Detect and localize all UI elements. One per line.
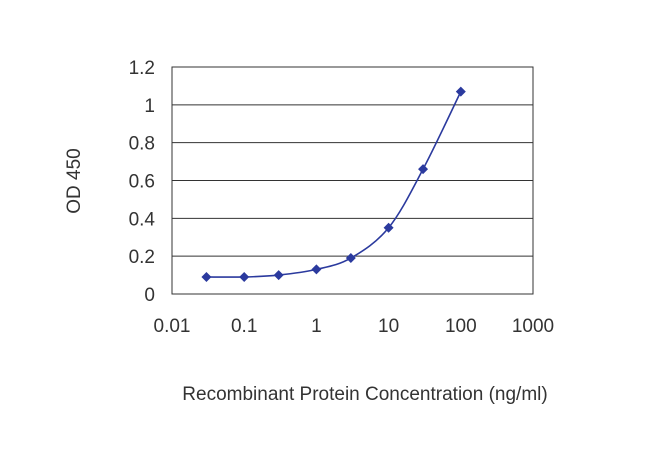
data-point-marker — [201, 271, 212, 282]
data-point-marker — [311, 264, 322, 275]
data-point-marker — [455, 86, 466, 97]
y-tick-label: 1 — [144, 96, 155, 117]
y-axis-ticks: 0 0.2 0.4 0.6 0.8 1 1.2 — [129, 58, 156, 306]
data-point-marker — [383, 222, 394, 233]
x-tick-label: 100 — [445, 316, 477, 337]
y-tick-label: 0.2 — [129, 247, 155, 268]
x-tick-label: 0.01 — [154, 316, 191, 337]
x-tick-label: 0.1 — [231, 316, 257, 337]
x-axis-label: Recombinant Protein Concentration (ng/ml… — [182, 384, 547, 405]
x-tick-label: 1 — [311, 316, 322, 337]
y-tick-label: 1.2 — [129, 58, 155, 79]
data-point-marker — [345, 253, 356, 264]
y-tick-label: 0 — [144, 285, 155, 306]
series-layer — [201, 86, 466, 282]
y-tick-label: 0.8 — [129, 134, 155, 155]
data-point-marker — [273, 270, 284, 281]
y-tick-label: 0.4 — [129, 209, 156, 230]
x-tick-label: 1000 — [512, 316, 554, 337]
x-tick-label: 10 — [378, 316, 399, 337]
y-tick-label: 0.6 — [129, 172, 155, 193]
data-point-marker — [418, 164, 429, 175]
x-axis-ticks: 0.01 0.1 1 10 100 1000 — [154, 316, 555, 337]
y-axis-label: OD 450 — [64, 148, 85, 213]
data-point-marker — [239, 271, 250, 282]
grid-lines — [172, 104, 533, 257]
